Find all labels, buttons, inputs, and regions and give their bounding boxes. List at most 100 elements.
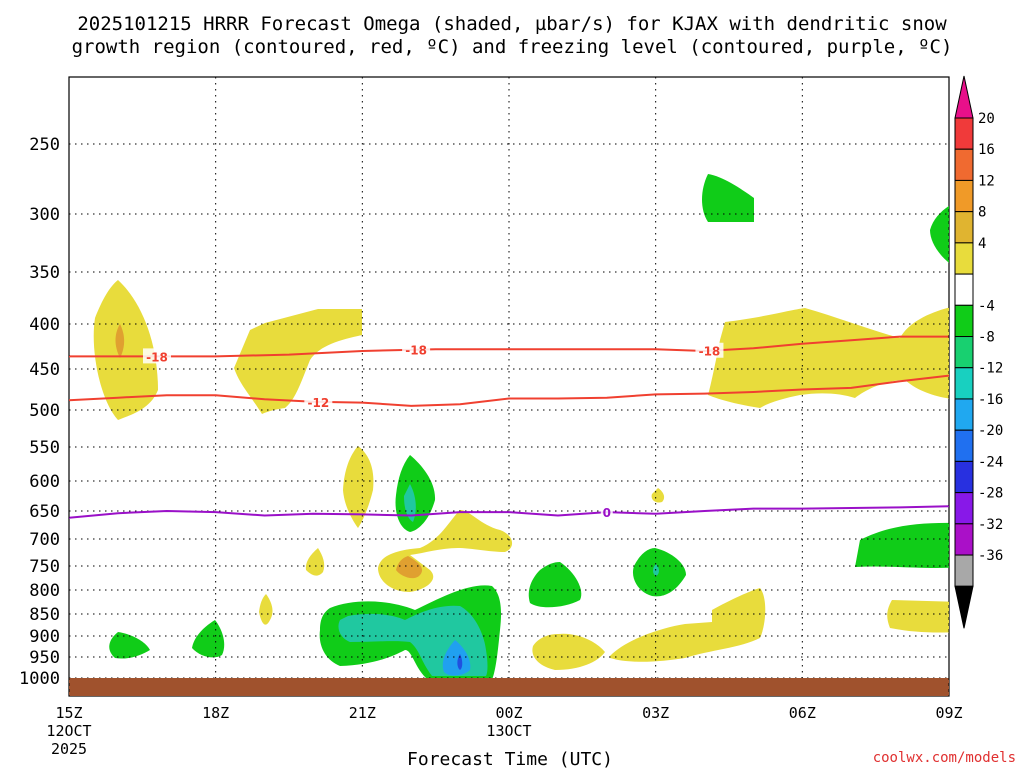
colorbar-tick-label: -16: [978, 392, 1003, 408]
y-tick-label: 300: [29, 205, 60, 225]
dgz-minus12-label: -12: [307, 396, 329, 410]
y-tick-label: 450: [29, 360, 60, 380]
omega-shade-yellow: [305, 548, 325, 576]
colorbar-segment: [954, 148, 974, 181]
pressure-grid: [69, 77, 949, 696]
omega-colorbar: 20 16 12 8 4 -4 -8 -12 -16 -20 -24 -28 -32 -36: [954, 75, 1003, 629]
x-tick-label: 15Z: [55, 704, 82, 722]
source-credit: coolwx.com/models: [873, 750, 1016, 766]
x-tick-label: 06Z: [789, 704, 816, 722]
omega-shade-blue: [442, 640, 471, 676]
dgz-minus18-label: -18: [699, 345, 721, 359]
y-tick-label: 650: [29, 502, 60, 522]
colorbar-segment: [954, 242, 974, 275]
dgz-minus18-line: [69, 335, 949, 358]
colorbar-tick-label: -4: [978, 298, 995, 314]
x-tick-date: 13OCT: [486, 722, 531, 740]
colorbar-segment: [954, 179, 974, 213]
omega-shade-yellow: [93, 280, 158, 420]
omega-shade-green: [109, 632, 150, 659]
omega-shade-yellow: [887, 600, 949, 633]
freezing-level-0-line: [69, 505, 949, 519]
omega-shade-yellow: [343, 446, 374, 528]
colorbar-tick-label: -32: [978, 517, 1003, 533]
omega-shading: [93, 174, 949, 680]
x-tick-date: 12OCT: [46, 722, 91, 740]
x-tick-label: 00Z: [495, 704, 522, 722]
omega-shade-yellow: [259, 594, 273, 625]
freezing-level-0-label: 0: [603, 506, 611, 520]
x-tick-label: 09Z: [935, 704, 962, 722]
omega-shade-green: [855, 522, 949, 568]
x-tick-label: 03Z: [642, 704, 669, 722]
dgz-minus12-line: [69, 374, 949, 407]
colorbar-tick-label: 8: [978, 205, 986, 221]
colorbar-segment: [954, 304, 974, 338]
y-tick-label: 250: [29, 135, 60, 155]
y-tick-label: 1000: [19, 669, 60, 689]
colorbar-segment: [954, 492, 974, 525]
y-tick-label: 700: [29, 530, 60, 550]
y-tick-label: 500: [29, 401, 60, 421]
dgz-minus18-label: -18: [146, 350, 168, 364]
colorbar-segment: [954, 554, 974, 587]
colorbar-tick-label: -12: [978, 361, 1003, 377]
omega-shade-green: [528, 562, 582, 608]
contour-label-bg: [304, 393, 333, 409]
colorbar-segment: [954, 117, 974, 150]
colorbar-segment: [954, 398, 974, 431]
omega-shade-yellow: [651, 488, 665, 503]
colorbar-segment: [954, 367, 974, 400]
y-tick-label: 850: [29, 605, 60, 625]
contour-lines: -18 -18 -18 -12 0: [69, 335, 949, 520]
y-tick-label: 600: [29, 472, 60, 492]
omega-shade-yellow: [532, 633, 605, 670]
y-tick-label: 400: [29, 315, 60, 335]
omega-shade-green: [930, 205, 949, 263]
colorbar-tick-label: -20: [978, 423, 1003, 439]
x-axis-title: Forecast Time (UTC): [407, 749, 613, 768]
x-tick-year: 2025: [51, 740, 87, 758]
y-tick-label: 750: [29, 557, 60, 577]
colorbar-tick-label: -36: [978, 548, 1003, 564]
omega-shade-darkblue: [457, 654, 463, 670]
colorbar-segment: [954, 429, 974, 462]
colorbar-top-arrow: [954, 75, 974, 119]
contour-label-bg: [695, 342, 724, 358]
chart-title-line1: 2025101215 HRRR Forecast Omega (shaded, …: [77, 13, 947, 35]
colorbar-bottom-arrow: [954, 585, 974, 629]
contour-label-bg: [600, 504, 613, 520]
colorbar-tick-label: 20: [978, 111, 995, 127]
ground-surface: [69, 678, 949, 696]
y-tick-label: 350: [29, 263, 60, 283]
colorbar-segment: [954, 273, 974, 306]
y-tick-label: 800: [29, 581, 60, 601]
colorbar-tick-label: 12: [978, 173, 995, 189]
chart-title-line2: growth region (contoured, red, ºC) and f…: [72, 36, 953, 58]
omega-shade-teal: [404, 484, 416, 522]
dgz-minus18-label: -18: [405, 344, 427, 358]
y-tick-label: 950: [29, 648, 60, 668]
x-tick-label: 18Z: [202, 704, 229, 722]
colorbar-segment: [954, 460, 974, 494]
y-tick-label: 900: [29, 627, 60, 647]
colorbar-tick-label: 16: [978, 142, 995, 158]
colorbar-tick-label: -24: [978, 454, 1003, 470]
y-tick-label: 550: [29, 438, 60, 458]
omega-shade-yellow: [708, 307, 949, 408]
colorbar-segment: [954, 211, 974, 244]
omega-shade-orange: [396, 556, 423, 579]
colorbar-tick-label: -8: [978, 330, 995, 346]
colorbar-segment: [954, 523, 974, 556]
omega-shade-green: [702, 174, 754, 222]
omega-shade-orange: [115, 324, 125, 358]
y-axis-ticks: 2503003504004505005506006507007508008509…: [19, 135, 60, 689]
colorbar-tick-label: 4: [978, 236, 986, 252]
colorbar-tick-label: -28: [978, 486, 1003, 502]
contour-label-bg: [143, 348, 171, 364]
contour-label-bg: [402, 341, 431, 357]
x-tick-label: 21Z: [349, 704, 376, 722]
omega-shade-yellow: [610, 588, 766, 662]
